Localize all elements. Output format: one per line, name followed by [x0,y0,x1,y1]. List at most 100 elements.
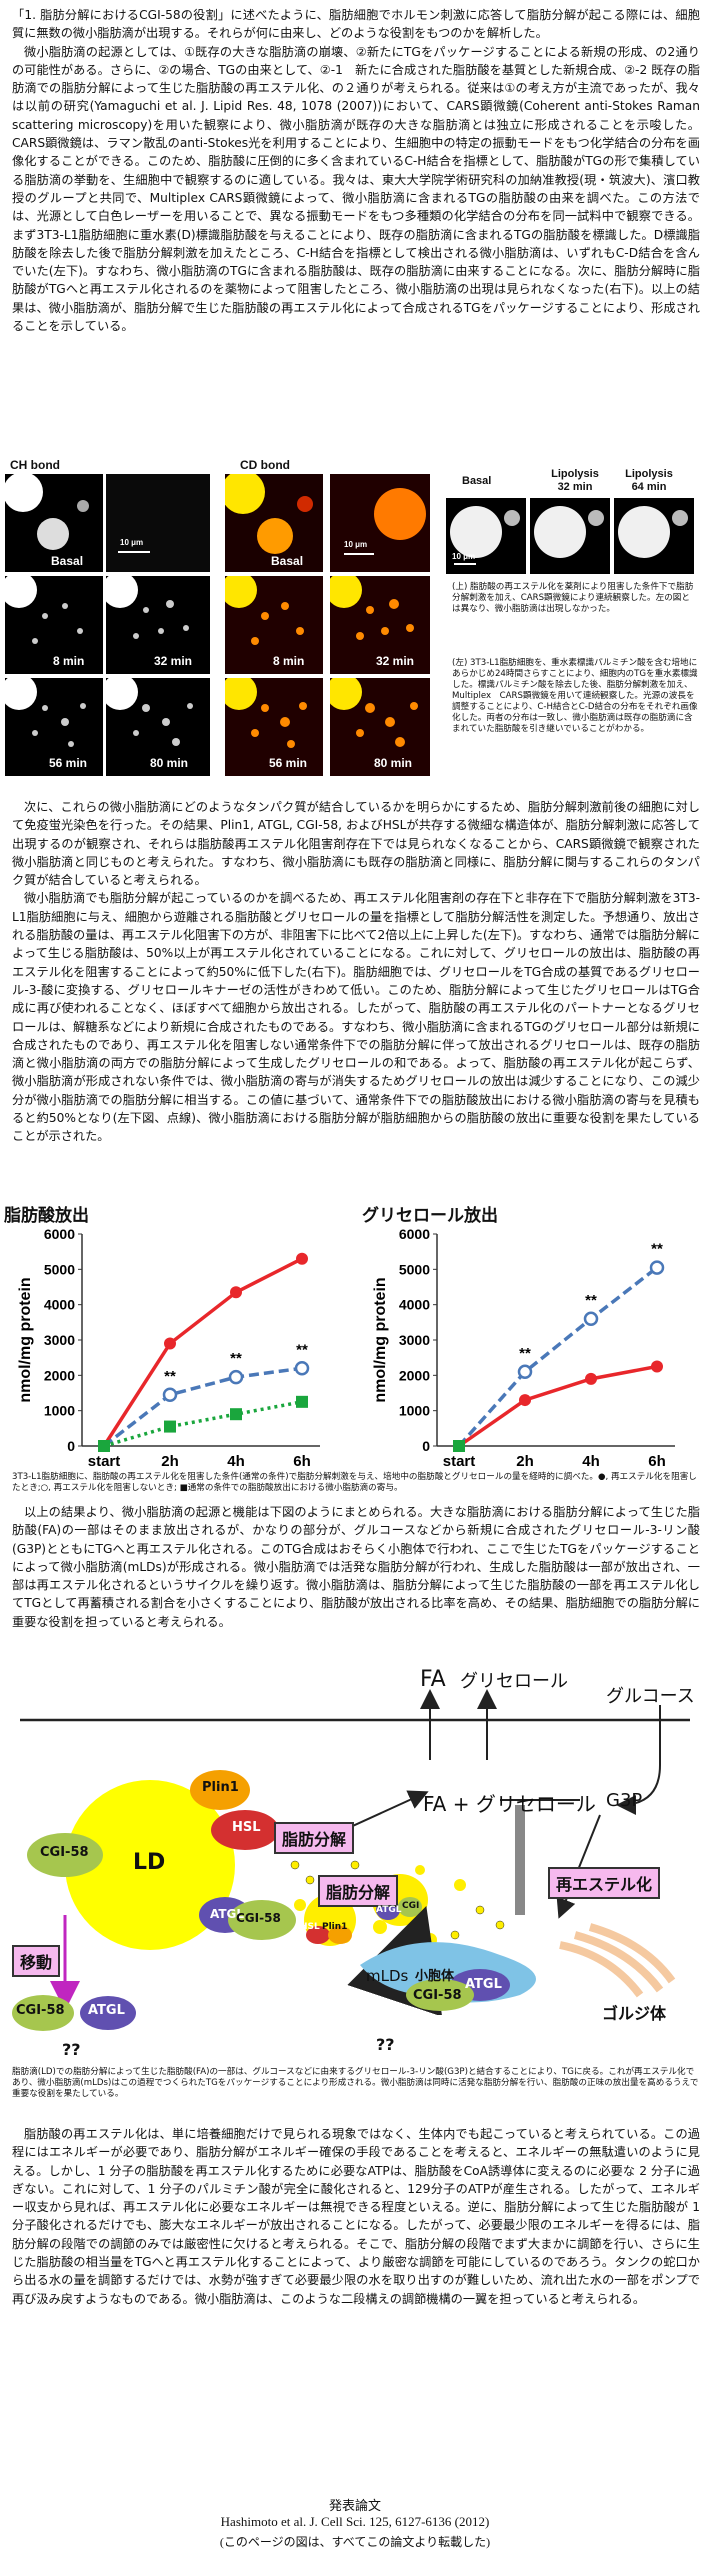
cd-bond-header: CD bond [240,458,290,472]
ch-80min-image: 80 min [106,678,210,776]
cgi-small-label: CGI [402,1901,420,1911]
panel-label: 32 min [154,654,193,668]
cgi58-er-label: CGI-58 [413,1988,462,2003]
x-tick-label: 4h [582,1453,600,1470]
er-label: 小胞体 [415,1969,455,1984]
significance-label: ** [651,1241,663,1258]
panel-label: 8 min [273,654,305,668]
section4-paragraph-1: 脂肪酸の再エステル化は、単に培養細胞だけで見られる現象ではなく、生体内でも起こっ… [12,2127,700,2306]
chart-caption: 3T3-L1脂肪細胞に、脂肪酸の再エステル化を阻害した条件(通常の条件)で脂肪分… [12,1472,697,1493]
intro-paragraph-2: 微小脂肪滴の起源としては、①既存の大きな脂肪滴の崩壊、②新たにTGをパッケージす… [12,44,700,334]
lipolysis-box-2: 脂肪分解 [318,1875,399,1907]
ch-bond-header: CH bond [10,458,60,472]
ch-scale-image: 10 μm [106,474,210,572]
x-tick-label: start [443,1453,476,1470]
data-point [228,1369,244,1385]
data-point [162,1387,178,1403]
significance-label: ** [519,1345,531,1362]
cgi58-moved-label: CGI-58 [16,2003,65,2018]
cd-scale-image: 10 μm [330,474,430,572]
panel-label: 80 min [374,756,413,770]
reference-citation: Hashimoto et al. J. Cell Sci. 125, 6127-… [220,2514,490,2529]
scalebar-label: 10 μm [120,538,144,547]
data-point [519,1394,531,1407]
y-tick-label: 5000 [44,1261,75,1277]
x-tick-label: start [88,1453,121,1470]
y-tick-label: 4000 [44,1297,75,1313]
y-tick-label: 2000 [399,1367,430,1383]
cd-32min-image: 32 min [330,576,430,674]
significance-label: ** [585,1292,597,1309]
y-tick-label: 3000 [399,1332,430,1348]
lipolysis-64-header: Lipolysis 64 min [625,468,673,493]
hsl-small-label: HSL [300,1922,320,1932]
data-point [230,1286,242,1299]
data-point [98,1440,110,1452]
x-tick-label: 4h [227,1453,245,1470]
data-point [230,1408,242,1421]
ch-8min-image: 8 min [5,576,103,674]
ch-32min-image: 32 min [106,576,210,674]
plin1-label: Plin1 [202,1780,239,1795]
basal-header: Basal [462,475,492,487]
cgi58-moved-shape [12,1995,74,2031]
section2-paragraph-1: 次に、これらの微小脂肪滴にどのようなタンパク質が結合しているかを明らかにするため… [12,800,700,888]
atgl-er-label: ATGL [465,1977,502,1992]
cgi58-ld-label: CGI-58 [236,1911,281,1925]
figure1-left-caption: (左) 3T3-L1脂肪細胞を、重水素標識パルミチン酸を含む培地にあらかじめ24… [452,658,698,734]
data-point [453,1440,465,1452]
significance-label: ** [164,1368,176,1385]
reference-note: (このページの図は、すべてこの論文より転載した) [219,2535,491,2549]
y-tick-label: 1000 [399,1403,430,1419]
atgl-label: ATGL [210,1907,245,1921]
section-3: 以上の結果より、微小脂肪滴の起源と機能は下図のようにまとめられる。大きな脂肪滴に… [12,1503,700,1631]
unknown-right-label: ?? [376,2035,395,2054]
data-point [296,1395,308,1408]
cd-56min-image: 56 min [225,678,323,776]
y-axis-label: nmol/mg protein [17,1277,34,1402]
fa-top-label: FA [420,1667,446,1692]
lipolysis-32-image [530,498,610,574]
x-tick-label: 6h [648,1453,666,1470]
x-tick-label: 6h [293,1453,311,1470]
x-tick-label: 2h [516,1453,534,1470]
cd-80min-image: 80 min [330,678,430,776]
glycerol-top-label: グリセロール [460,1671,568,1692]
fatty-acid-release-chart: 0 1000 2000 3000 4000 5000 6000 start 2h 4h 6h nmol… [17,1226,320,1470]
ld-label: LD [133,1850,166,1875]
data-point [517,1364,533,1380]
panel-label: Basal [271,554,304,568]
series-line-2 [103,1400,303,1448]
ch-56min-image: 56 min [5,678,103,776]
cd-basal-image: Basal [225,474,323,572]
y-tick-label: 4000 [399,1297,430,1313]
cd-8min-image: 8 min [225,576,323,674]
lipid-droplet-diagram [20,1689,690,2015]
chart-1-title: 脂肪酸放出 [4,1206,89,1226]
y-tick-label: 5000 [399,1261,430,1277]
data-point [651,1360,663,1373]
atgl-moved-label: ATGL [88,2003,125,2018]
y-tick-label: 6000 [399,1226,430,1242]
chart-2-title: グリセロール放出 [362,1206,498,1226]
significance-label: ** [230,1350,242,1367]
scalebar-label: 10 μm [344,540,368,549]
series-line-0 [457,1266,659,1448]
panel-label: 8 min [53,654,85,668]
plin-small-label: Plin1 [322,1922,348,1932]
y-tick-label: 3000 [44,1332,75,1348]
reesterification-box: 再エステル化 [548,1867,661,1899]
y-axis-label: nmol/mg protein [372,1277,389,1402]
atgl-small-label: ATGL [376,1905,402,1915]
scalebar-label: 10 μm [452,552,476,561]
panel-label: Basal [51,554,84,568]
panel-label: 32 min [376,654,415,668]
x-tick-label: 2h [161,1453,179,1470]
lipolysis-box-1: 脂肪分解 [274,1822,355,1854]
panel-label: 56 min [49,756,88,770]
y-tick-label: 6000 [44,1226,75,1242]
mlds-label: mLDs [366,1967,409,1985]
data-point [294,1361,310,1376]
intro-paragraph-1: 「1. 脂肪分解におけるCGI-58の役割」に述べたように、脂肪細胞でホルモン刺… [12,8,700,41]
unknown-left-label: ?? [62,2040,81,2059]
